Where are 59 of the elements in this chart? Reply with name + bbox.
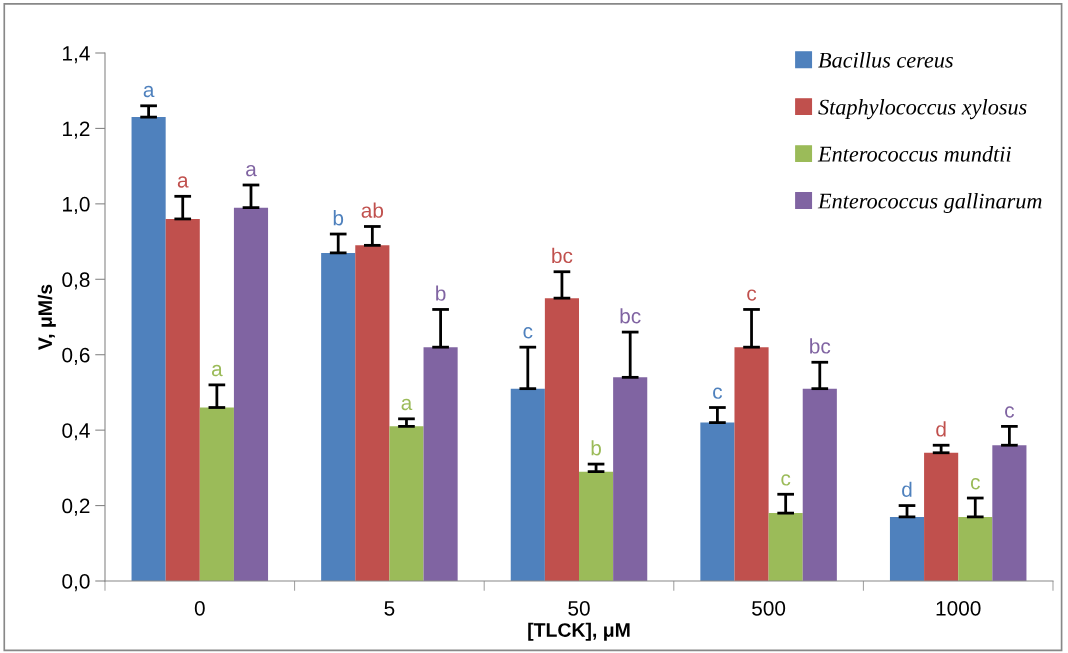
x-tick-label: 5	[384, 601, 395, 616]
legend-label: Enterococcus mundtii	[817, 145, 1011, 162]
data-label: d	[936, 421, 946, 437]
y-tick-label: 1,4	[63, 46, 90, 64]
data-label: bc	[552, 247, 573, 264]
data-label: b	[436, 285, 446, 301]
data-label: c	[970, 477, 980, 490]
data-label: a	[246, 164, 257, 177]
bar	[992, 445, 1027, 581]
y-tick-label: 1,0	[63, 196, 90, 215]
bar	[199, 407, 234, 581]
data-label: a	[177, 176, 189, 188]
legend-label: Enterococcus gallinarum	[817, 192, 1042, 214]
x-tick-label: 0	[194, 600, 205, 616]
x-tick-label: 1000	[936, 600, 981, 616]
x-tick-label: 500	[752, 600, 786, 616]
bar	[423, 347, 458, 581]
bar	[768, 513, 803, 581]
y-axis-title: V, μM/s	[37, 284, 56, 351]
bar	[734, 347, 769, 581]
bar	[613, 377, 648, 581]
bar	[924, 452, 959, 581]
legend-label: Bacillus cereus	[818, 52, 953, 68]
data-label: ab	[361, 202, 384, 218]
bar	[958, 516, 993, 581]
y-tick-label: 0,0	[62, 574, 90, 592]
y-tick-label: 0,6	[62, 347, 90, 365]
data-label: c	[781, 474, 791, 486]
x-axis-title: [TLCK], μM	[528, 622, 630, 641]
data-label: c	[523, 327, 533, 339]
data-label: bc	[620, 308, 641, 324]
bar	[510, 388, 545, 581]
data-label: a	[211, 364, 223, 377]
bar	[889, 516, 925, 581]
bar	[355, 245, 390, 581]
bar	[700, 422, 735, 581]
bar	[131, 117, 166, 581]
bar	[544, 298, 579, 581]
bar	[802, 388, 837, 581]
data-label: b	[591, 440, 601, 456]
bar	[321, 252, 356, 581]
y-tick-label: 0,8	[62, 272, 90, 290]
data-label: d	[902, 481, 912, 497]
data-label: c	[1005, 406, 1015, 418]
bar	[233, 207, 269, 581]
data-label: b	[333, 210, 344, 226]
x-tick-label: 50	[568, 600, 590, 616]
bar	[579, 471, 614, 581]
y-tick-label: 0,4	[62, 423, 90, 441]
data-label: c	[713, 387, 723, 399]
legend-label: Staphylococcus xylosus	[818, 98, 1027, 120]
data-label: bc	[810, 338, 831, 354]
data-label: c	[747, 289, 757, 301]
bar	[165, 218, 200, 581]
bar	[389, 426, 424, 581]
data-label: a	[401, 398, 413, 411]
data-label: a	[143, 85, 155, 98]
y-tick-label: 1,2	[63, 121, 90, 139]
y-tick-label: 0,2	[62, 498, 90, 516]
